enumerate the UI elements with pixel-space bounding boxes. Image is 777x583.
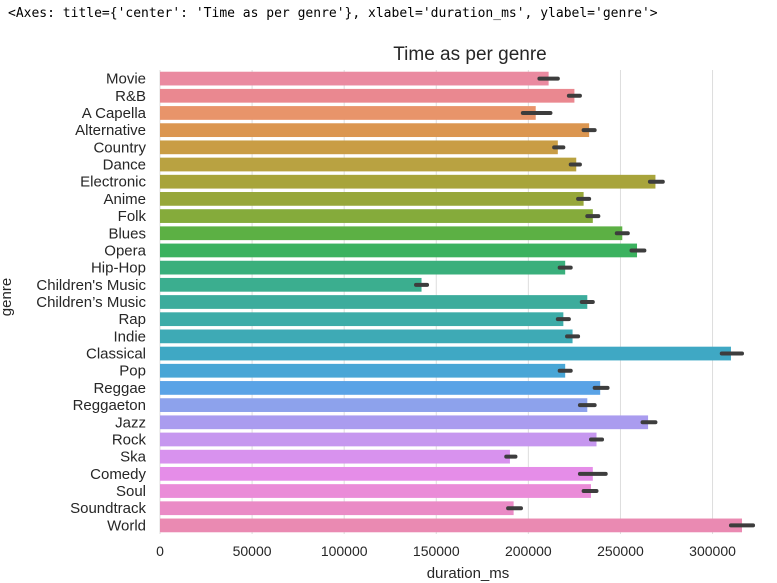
bar [160, 140, 558, 155]
bar [160, 123, 590, 138]
y-tick-label: Soundtrack [70, 500, 146, 517]
y-tick-label: World [107, 517, 146, 534]
bar [160, 243, 638, 258]
x-tick-label: 150000 [413, 543, 460, 559]
y-tick-label: Folk [118, 208, 147, 225]
y-tick-label: Pop [119, 363, 146, 380]
x-tick-label: 0 [156, 543, 164, 559]
bar [160, 381, 601, 395]
x-tick-label: 250000 [597, 543, 644, 559]
y-tick-label: Jazz [115, 414, 146, 431]
bar [160, 260, 566, 275]
bar [160, 398, 588, 412]
bar [160, 209, 593, 223]
bar [160, 329, 573, 344]
bar [160, 88, 575, 103]
x-tick-label: 200000 [505, 543, 552, 559]
bar [160, 226, 623, 241]
bar [160, 346, 731, 361]
bar [160, 312, 564, 327]
x-tick-label: 300000 [689, 543, 736, 559]
bars [160, 71, 743, 533]
y-tick-label: Opera [104, 242, 146, 259]
y-tick-label: Rock [112, 431, 147, 448]
y-tick-label: Reggae [93, 380, 146, 397]
bar [160, 484, 591, 498]
y-tick-label: Hip-Hop [91, 260, 146, 277]
y-tick-label: Reggaeton [73, 397, 146, 414]
bar [160, 106, 536, 120]
bar [160, 449, 510, 464]
y-tick-label: Blues [108, 225, 146, 242]
y-tick-label: Indie [113, 328, 146, 345]
bar [160, 71, 549, 86]
x-tick-label: 50000 [233, 543, 272, 559]
chart-title: Time as per genre [393, 44, 546, 65]
bar [160, 174, 656, 189]
bar [160, 277, 422, 292]
bar [160, 501, 514, 516]
y-tick-label: Soul [116, 483, 146, 500]
y-tick-label: Ska [120, 449, 147, 466]
y-tick-label: Electronic [80, 174, 146, 191]
axes-repr-output: <Axes: title={'center': 'Time as per gen… [8, 6, 658, 21]
x-axis-label: duration_ms [427, 565, 510, 582]
y-tick-label: Classical [86, 346, 146, 363]
y-tick-label: Country [93, 139, 146, 156]
bar [160, 363, 566, 378]
y-tick-label: Rap [118, 311, 146, 328]
y-tick-label: R&B [115, 88, 146, 105]
bar [160, 432, 597, 447]
bar [160, 466, 593, 481]
y-tick-label: Alternative [75, 122, 146, 139]
y-tick-label: Anime [103, 191, 146, 208]
x-tick-labels: 0 50000 100000 150000 200000 250000 300000 [156, 543, 736, 559]
bar [160, 157, 577, 172]
y-tick-label: Movie [106, 71, 146, 88]
y-tick-label: Children's Music [36, 277, 146, 294]
y-tick-label: Dance [103, 157, 146, 174]
y-tick-label: A Capella [82, 105, 147, 122]
y-tick-label: Children’s Music [36, 294, 146, 311]
y-tick-label: Comedy [90, 466, 146, 483]
bar [160, 415, 649, 430]
y-axis-label: genre [0, 278, 15, 316]
bar [160, 192, 584, 206]
bar [160, 518, 743, 533]
x-tick-label: 100000 [321, 543, 368, 559]
bar [160, 295, 588, 309]
error-bars [414, 76, 756, 528]
